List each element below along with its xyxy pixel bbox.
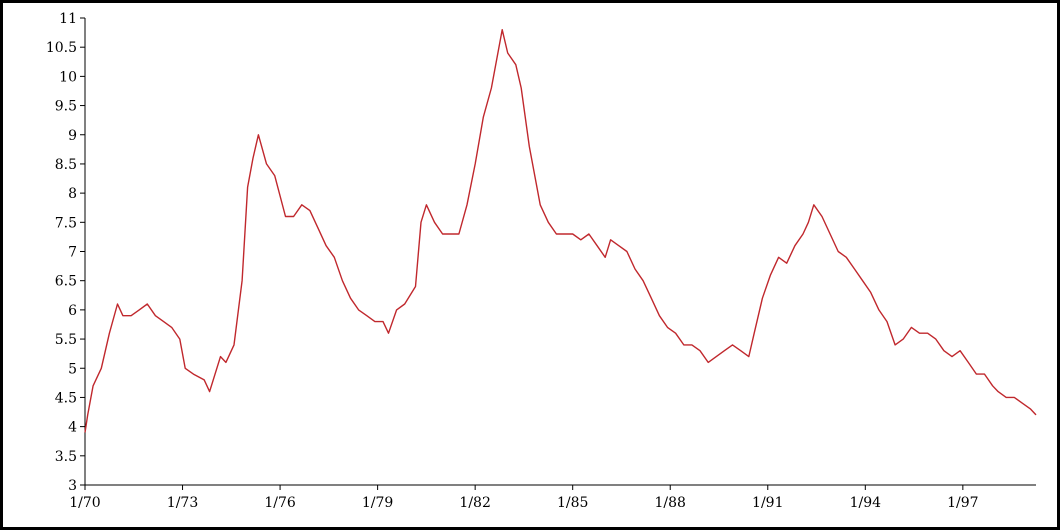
y-tick-label: 6 — [68, 303, 77, 319]
series-line-0 — [84, 29, 1037, 433]
y-tick-label: 6.5 — [55, 274, 77, 290]
x-tick-label: 1/82 — [459, 495, 490, 511]
y-tick-label: 3.5 — [55, 449, 77, 465]
y-tick-label: 8 — [68, 186, 77, 202]
y-tick-label: 5.5 — [55, 332, 77, 348]
x-tick-label: 1/88 — [655, 495, 686, 511]
x-tick-label: 1/79 — [362, 495, 393, 511]
y-tick-label: 7.5 — [55, 215, 77, 231]
y-tick-label: 11 — [59, 11, 77, 27]
y-tick-label: 10 — [59, 69, 77, 85]
y-tick-label: 9.5 — [55, 99, 77, 115]
x-tick-label: 1/91 — [752, 495, 783, 511]
x-tick-label: 1/85 — [557, 495, 588, 511]
x-axis-ticks: 1/70 1/73 1/76 1/79 1/82 1/85 1/88 1/91 1/94 1/97 — [69, 485, 979, 511]
series-group — [84, 29, 1037, 433]
y-tick-label: 3 — [68, 478, 77, 494]
x-tick-label: 1/97 — [947, 495, 978, 511]
x-tick-label: 1/70 — [69, 495, 100, 511]
axes — [84, 18, 1036, 486]
x-tick-label: 1/73 — [167, 495, 198, 511]
y-tick-label: 10.5 — [46, 40, 77, 56]
y-tick-label: 5 — [68, 361, 77, 377]
x-tick-label: 1/94 — [850, 495, 882, 511]
y-tick-label: 4 — [68, 420, 77, 436]
y-tick-label: 4.5 — [55, 390, 77, 406]
y-tick-label: 7 — [68, 245, 77, 261]
y-tick-label: 8.5 — [55, 157, 77, 173]
y-tick-label: 9 — [68, 128, 77, 144]
y-axis-ticks: 3 3.5 4 4.5 5 5.5 6 6.5 7 7.5 8 8.5 9 9.5 10 10.5 11 — [46, 11, 85, 494]
x-tick-label: 1/76 — [264, 495, 296, 511]
line-chart: 3 3.5 4 4.5 5 5.5 6 6.5 7 7.5 8 8.5 9 9.5 10 10.5 11 1/7… — [46, 11, 1037, 511]
